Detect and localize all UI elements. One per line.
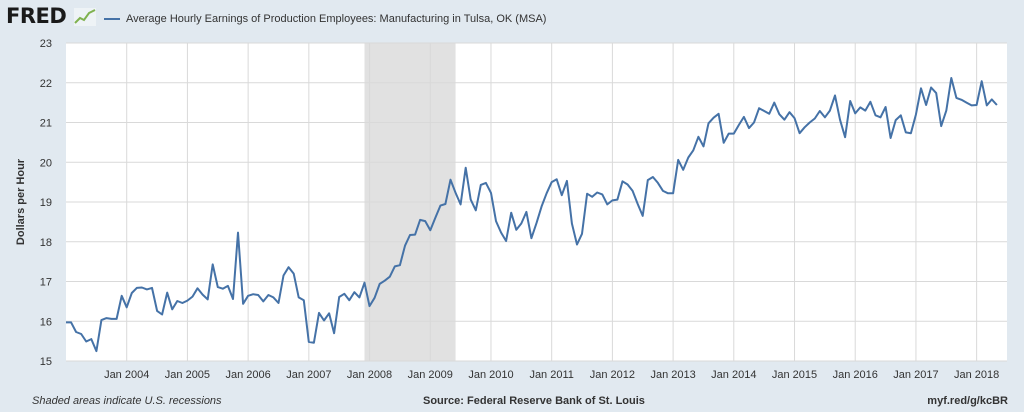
chart-header: FRED Average Hourly Earnings of Producti…: [0, 0, 1024, 36]
y-tick-label: 17: [40, 277, 52, 289]
x-tick-label: Jan 2014: [711, 369, 756, 381]
x-tick-label: Jan 2004: [104, 369, 149, 381]
y-tick-label: 18: [40, 237, 52, 249]
y-axis-ticks: 15 16 17 18 19 20 21 22 23: [40, 38, 52, 368]
y-tick-label: 21: [40, 118, 52, 130]
x-tick-label: Jan 2011: [529, 369, 573, 381]
source-text: Source: Federal Reserve Bank of St. Loui…: [423, 395, 645, 407]
x-tick-label: Jan 2017: [893, 369, 938, 381]
x-tick-label: Jan 2013: [650, 369, 695, 381]
x-tick-label: Jan 2016: [833, 369, 878, 381]
series-line-0[interactable]: [66, 77, 998, 353]
y-tick-label: 23: [40, 38, 52, 50]
x-tick-label: Jan 2006: [225, 369, 270, 381]
grid-lines: [66, 42, 1007, 362]
y-tick-label: 15: [40, 356, 52, 368]
short-url-link[interactable]: myf.red/g/kcBR: [927, 395, 1008, 407]
x-tick-label: Jan 2018: [954, 369, 999, 381]
x-tick-label: Jan 2012: [590, 369, 635, 381]
recession-note: Shaded areas indicate U.S. recessions: [32, 395, 222, 407]
x-tick-label: Jan 2015: [772, 369, 817, 381]
x-axis-ticks: Jan 2004 Jan 2005 Jan 2006 Jan 2007 Jan 2008…: [104, 369, 999, 381]
x-tick-label: Jan 2008: [347, 369, 392, 381]
x-tick-label: Jan 2010: [468, 369, 513, 381]
y-tick-label: 16: [40, 316, 52, 328]
y-tick-label: 19: [40, 197, 52, 209]
legend-label: Average Hourly Earnings of Production Em…: [126, 13, 547, 25]
x-tick-label: Jan 2009: [408, 369, 453, 381]
x-tick-label: Jan 2007: [286, 369, 331, 381]
y-axis-title: Dollars per Hour: [15, 158, 27, 245]
y-tick-label: 20: [40, 157, 52, 169]
x-tick-label: Jan 2005: [165, 369, 210, 381]
trend-graph-icon: [74, 8, 96, 26]
series-layer: [66, 77, 998, 353]
legend-swatch: [104, 18, 120, 20]
y-tick-label: 22: [40, 78, 52, 90]
fred-logo[interactable]: FRED: [6, 4, 67, 28]
chart-footer: Shaded areas indicate U.S. recessions So…: [0, 392, 1024, 412]
legend: Average Hourly Earnings of Production Em…: [104, 12, 546, 26]
